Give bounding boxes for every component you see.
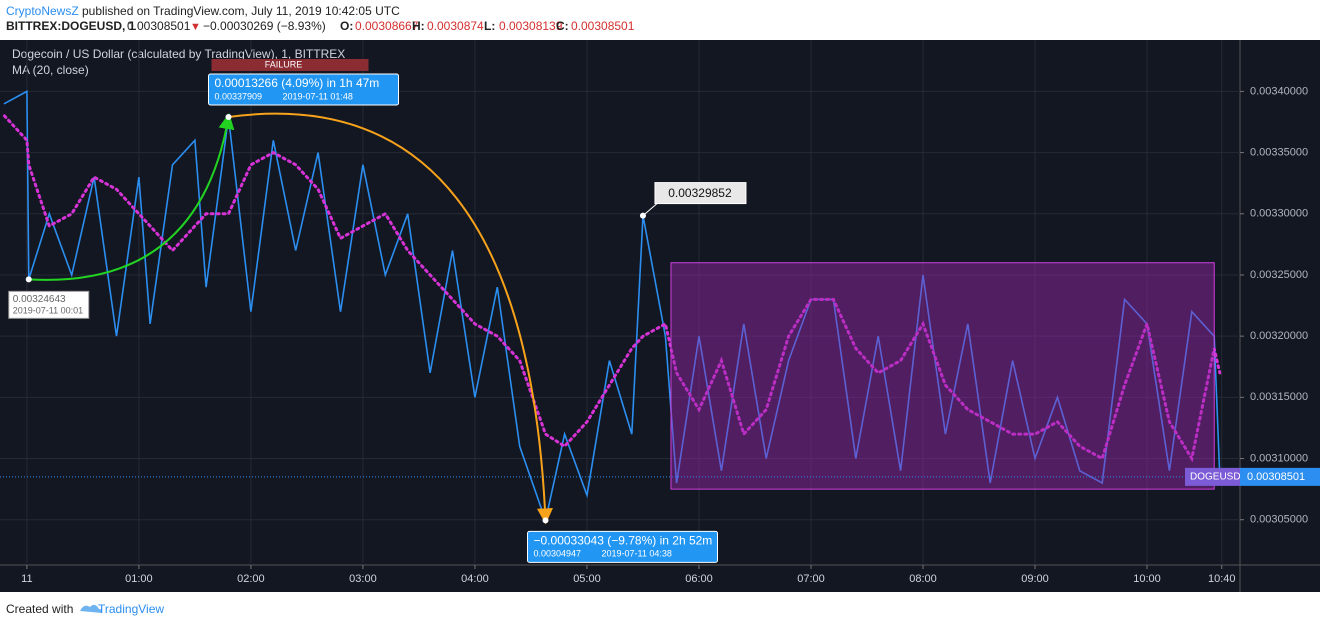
- annotation-point: [25, 276, 32, 283]
- ohlc-label: O:: [340, 19, 353, 33]
- chart-title: Dogecoin / US Dollar (calculated by Trad…: [12, 47, 345, 61]
- callout-value: 0.00329852: [668, 186, 732, 200]
- ohlc-label: C:: [556, 19, 569, 33]
- failure-badge: [211, 58, 369, 71]
- change-label: −0.00033043 (−9.78%) in 2h 52m: [534, 534, 713, 548]
- footer-brand[interactable]: TradingView: [98, 602, 164, 616]
- x-tick-label: 11: [21, 573, 32, 585]
- change-box: [208, 73, 400, 106]
- tv-logo: [80, 604, 103, 613]
- y-tick-label: 0.00320000: [1250, 330, 1308, 342]
- x-tick-label: 10:40: [1208, 573, 1236, 585]
- y-tick-label: 0.00305000: [1250, 514, 1308, 526]
- ohlc-value: 0.00308501: [571, 19, 635, 33]
- annotation-date: 2019-07-11 00:01: [13, 306, 83, 316]
- fall-arrow: [228, 112, 553, 525]
- x-tick-label: 05:00: [573, 573, 601, 585]
- x-tick-label: 02:00: [237, 573, 265, 585]
- y-tick-label: 0.00330000: [1250, 208, 1308, 220]
- change-value: 0.00337909: [215, 91, 263, 101]
- change-label: 0.00013266 (4.09%) in 1h 47m: [215, 76, 380, 90]
- annotation-point: [225, 113, 232, 120]
- publisher[interactable]: CryptoNewsZ: [6, 4, 79, 18]
- rise-arrow: [28, 113, 235, 281]
- ohlc-value: 0.00308667: [355, 19, 419, 33]
- last-price: 0.00308501: [127, 19, 191, 33]
- callout-box: [654, 182, 747, 205]
- change-box: [527, 530, 719, 563]
- annotation-box: [8, 290, 90, 319]
- y-tick-label: 0.00340000: [1250, 85, 1308, 97]
- change-value: 0.00304947: [534, 549, 582, 559]
- annotation-point: [542, 517, 549, 524]
- x-tick-label: 06:00: [685, 573, 713, 585]
- annotation-value: 0.00324643: [13, 294, 66, 305]
- x-tick-label: 09:00: [1021, 573, 1049, 585]
- x-tick-label: 08:00: [909, 573, 937, 585]
- ohlc-label: L:: [484, 19, 495, 33]
- ohlc-value: 0.00308139: [499, 19, 563, 33]
- ma-label: MA (20, close): [12, 63, 89, 77]
- chart-background: [0, 40, 1320, 592]
- x-tick-label: 01:00: [125, 573, 153, 585]
- published: published on TradingView.com, July 11, 2…: [82, 4, 400, 18]
- symbol: BITTREX:DOGEUSD, 1: [6, 19, 136, 33]
- callout-pointer: [642, 203, 658, 216]
- footer-created: Created with: [6, 602, 73, 616]
- change-date: 2019-07-11 01:48: [283, 91, 353, 101]
- range-box: [670, 262, 1215, 490]
- price-line: [3, 90, 1221, 524]
- change: −0.00030269 (−8.93%): [203, 19, 326, 33]
- ohlc-label: H:: [412, 19, 425, 33]
- y-tick-label: 0.00310000: [1250, 452, 1308, 464]
- y-tick-label: 0.00325000: [1250, 269, 1308, 281]
- ohlc-value: 0.0030874: [427, 19, 484, 33]
- failure-label: FAILURE: [265, 59, 303, 69]
- y-tick-label: 0.00315000: [1250, 391, 1308, 403]
- x-tick-label: 07:00: [797, 573, 825, 585]
- price-tag: [1240, 467, 1320, 486]
- x-tick-label: 04:00: [461, 573, 489, 585]
- price-tag-label: 0.00308501: [1247, 471, 1305, 483]
- symbol-tag-label: DOGEUSD: [1190, 472, 1241, 483]
- symbol-tag: [1185, 467, 1240, 486]
- change-date: 2019-07-11 04:38: [602, 549, 672, 559]
- x-tick-label: 10:00: [1133, 573, 1161, 585]
- y-tick-label: 0.00335000: [1250, 146, 1308, 158]
- x-tick-label: 03:00: [349, 573, 377, 585]
- down-arrow: ▼: [190, 21, 201, 33]
- ma-line: [3, 114, 1222, 463]
